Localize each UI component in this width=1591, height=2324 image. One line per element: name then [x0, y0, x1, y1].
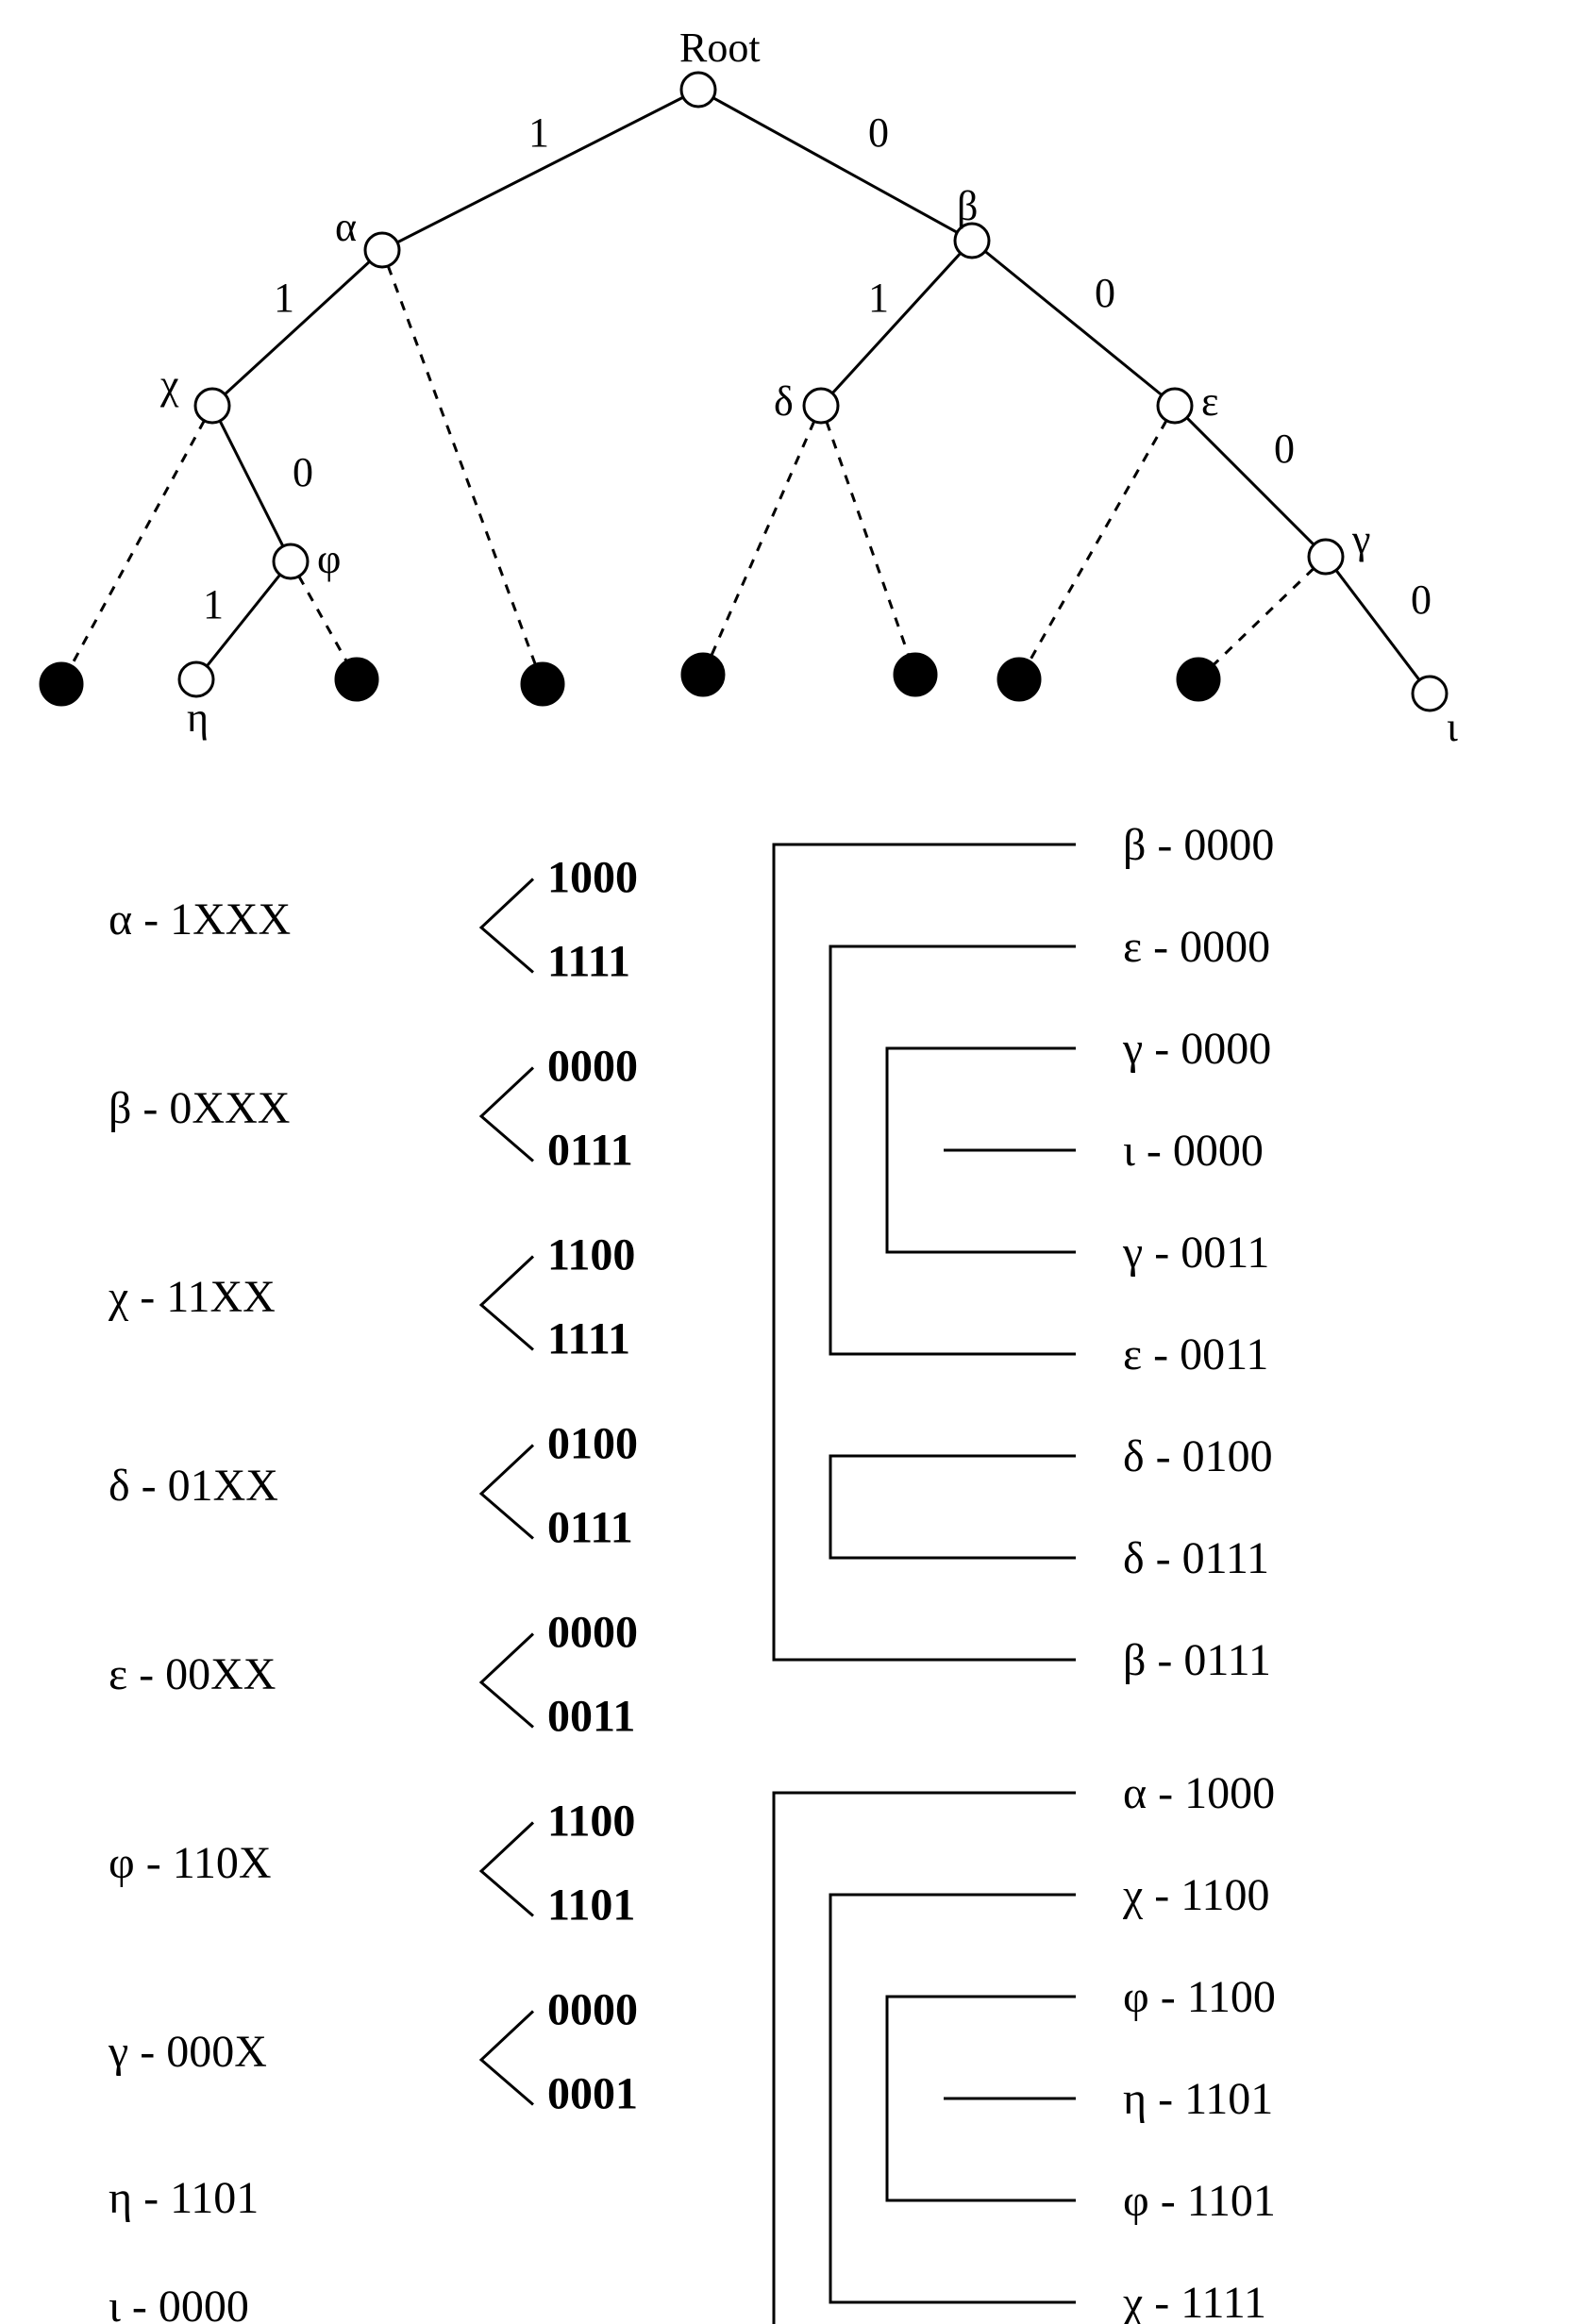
- node-label: α: [335, 204, 357, 250]
- tree-node-open: [179, 662, 213, 696]
- bracket-label: ε - 0000: [1123, 922, 1270, 972]
- tree-node-filled: [998, 659, 1040, 700]
- prefix-row: δ - 01XX: [109, 1461, 278, 1511]
- tree-node-filled: [1178, 659, 1219, 700]
- tree-edge: [1214, 568, 1314, 664]
- tree-edge: [225, 261, 369, 394]
- tree-edge: [713, 98, 957, 233]
- node-label: χ: [159, 361, 179, 408]
- nesting-bracket: [830, 1456, 1076, 1558]
- bracket-label: γ - 0011: [1122, 1228, 1269, 1278]
- range-bracket: [481, 2012, 533, 2105]
- node-label: β: [957, 183, 978, 229]
- tree-node-filled: [522, 663, 563, 705]
- prefix-row: ε - 00XX: [109, 1649, 276, 1699]
- range-upper: 1100: [547, 1230, 635, 1280]
- edge-label: 0: [868, 109, 889, 156]
- tree-edge: [985, 251, 1162, 394]
- range-bracket: [481, 1634, 533, 1728]
- prefix-row: φ - 110X: [109, 1838, 272, 1888]
- tree-node-open: [1158, 389, 1192, 423]
- node-label: ι: [1447, 704, 1458, 750]
- prefix-row-single: ι - 0000: [109, 2282, 249, 2324]
- tree-node-open: [1413, 677, 1447, 711]
- range-lower: 0111: [547, 1126, 633, 1176]
- tree-edge: [827, 422, 909, 655]
- bracket-label: α - 1000: [1123, 1768, 1275, 1818]
- tree-edge: [299, 577, 346, 661]
- range-lower: 1111: [547, 937, 630, 987]
- range-upper: 1100: [547, 1797, 635, 1847]
- prefix-row: γ - 000X: [108, 2027, 267, 2077]
- range-upper: 1000: [547, 853, 638, 903]
- bracket-label: δ - 0100: [1123, 1431, 1273, 1481]
- tree-edge: [71, 421, 204, 666]
- tree-node-filled: [682, 654, 724, 695]
- bracket-label: χ - 1100: [1122, 1870, 1270, 1920]
- prefix-row-single: η - 1101: [109, 2173, 259, 2223]
- nesting-bracket: [774, 1793, 1076, 2324]
- edge-label: 1: [274, 275, 294, 321]
- tree-node-open: [804, 389, 838, 423]
- prefix-row: β - 0XXX: [109, 1083, 290, 1133]
- bracket-label: χ - 1111: [1122, 2278, 1266, 2324]
- node-label: Root: [679, 25, 761, 71]
- tree-node-filled: [336, 659, 377, 700]
- tree-edge: [1336, 570, 1419, 679]
- edge-label: 1: [528, 109, 549, 156]
- bracket-label: η - 1101: [1123, 2074, 1273, 2124]
- bracket-label: ε - 0011: [1123, 1329, 1268, 1379]
- node-label: γ: [1351, 516, 1370, 562]
- tree-edge: [832, 253, 961, 393]
- range-lower: 0111: [547, 1503, 633, 1553]
- tree-node-filled: [895, 654, 936, 695]
- tree-edge: [1187, 418, 1315, 545]
- node-label: η: [187, 694, 209, 741]
- range-lower: 0001: [547, 2069, 638, 2119]
- bracket-label: φ - 1100: [1123, 1972, 1276, 2022]
- bracket-label: β - 0111: [1123, 1635, 1271, 1685]
- range-lower: 1111: [547, 1314, 630, 1364]
- range-lower: 0011: [547, 1692, 635, 1742]
- tree-node-open: [274, 544, 308, 578]
- range-upper: 0100: [547, 1419, 638, 1469]
- edge-label: 0: [1274, 426, 1295, 472]
- range-bracket: [481, 879, 533, 973]
- tree-edge: [712, 421, 814, 655]
- prefix-row: α - 1XXX: [109, 894, 291, 945]
- range-upper: 0000: [547, 1042, 638, 1092]
- edge-label: 0: [1095, 270, 1115, 316]
- tree-node-filled: [41, 663, 82, 705]
- bracket-label: φ - 1101: [1123, 2176, 1276, 2226]
- range-upper: 0000: [547, 1608, 638, 1658]
- edge-label: 1: [203, 581, 224, 627]
- prefix-row: χ - 11XX: [108, 1272, 276, 1322]
- node-label: φ: [317, 536, 341, 582]
- tree-node-open: [1309, 540, 1343, 574]
- range-lower: 1101: [547, 1881, 635, 1931]
- bracket-label: γ - 0000: [1122, 1024, 1271, 1074]
- tree-node-open: [365, 233, 399, 267]
- node-label: ε: [1201, 378, 1218, 425]
- node-label: δ: [774, 378, 794, 425]
- range-upper: 0000: [547, 1985, 638, 2035]
- range-bracket: [481, 1068, 533, 1162]
- tree-edge: [1030, 421, 1166, 661]
- bracket-label: β - 0000: [1123, 820, 1274, 870]
- range-bracket: [481, 1446, 533, 1539]
- tree-node-open: [681, 73, 715, 107]
- tree-edge: [388, 266, 535, 664]
- range-bracket: [481, 1257, 533, 1350]
- bracket-label: δ - 0111: [1123, 1533, 1269, 1583]
- edge-label: 0: [293, 449, 313, 495]
- tree-edge: [220, 421, 283, 546]
- edge-label: 0: [1411, 577, 1432, 623]
- edge-label: 1: [868, 275, 889, 321]
- tree-node-open: [195, 389, 229, 423]
- bracket-label: ι - 0000: [1123, 1126, 1264, 1176]
- range-bracket: [481, 1823, 533, 1916]
